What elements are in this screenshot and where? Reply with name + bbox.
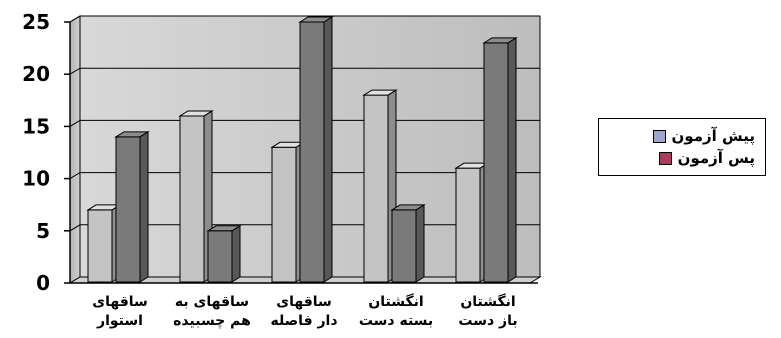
bar-pre-test <box>86 204 122 283</box>
y-axis: 0 5 10 15 20 25 <box>22 10 71 295</box>
bar-post-test <box>206 224 242 283</box>
side-wall <box>69 15 81 284</box>
bar-pre-test <box>178 110 214 283</box>
bars <box>86 16 518 283</box>
x-axis: ساقهای استوار ساقهای به هم چسبیده ساقهای دار … <box>70 282 538 329</box>
y-tick-label: 10 <box>22 167 50 191</box>
y-tick-label: 0 <box>36 271 50 295</box>
bar-pre-test <box>454 162 490 283</box>
bar-pre-test <box>362 89 398 283</box>
bar-post-test <box>298 16 334 283</box>
x-tick-label: ساقهای دار فاصله <box>270 294 337 329</box>
bar-post-test <box>390 204 426 283</box>
x-tick-label: ساقهای استوار <box>92 294 148 329</box>
x-tick-label: ساقهای به هم چسبیده <box>173 294 251 329</box>
x-tick-label: انگشتان باز دست <box>458 293 517 329</box>
legend-swatch-pre-test <box>652 129 666 143</box>
legend-label-pre-test: پیش آزمون <box>671 127 755 145</box>
y-tick-label: 5 <box>36 219 50 243</box>
bar-post-test <box>482 36 518 283</box>
y-tick-label: 20 <box>22 62 50 86</box>
gridline <box>69 15 540 23</box>
legend-item-post-test: پس آزمون <box>599 147 755 169</box>
bar-pre-test <box>270 141 306 283</box>
legend-item-pre-test: پیش آزمون <box>599 125 755 147</box>
y-tick-label: 25 <box>22 10 50 34</box>
y-tick-label: 15 <box>22 114 50 138</box>
gridline <box>69 67 540 75</box>
x-tick-label: انگشتان بسته دست <box>359 293 433 329</box>
legend: پیش آزمون پس آزمون <box>598 118 766 176</box>
legend-label-post-test: پس آزمون <box>677 149 755 167</box>
bar-post-test <box>114 130 150 283</box>
legend-swatch-post-test <box>658 151 672 165</box>
